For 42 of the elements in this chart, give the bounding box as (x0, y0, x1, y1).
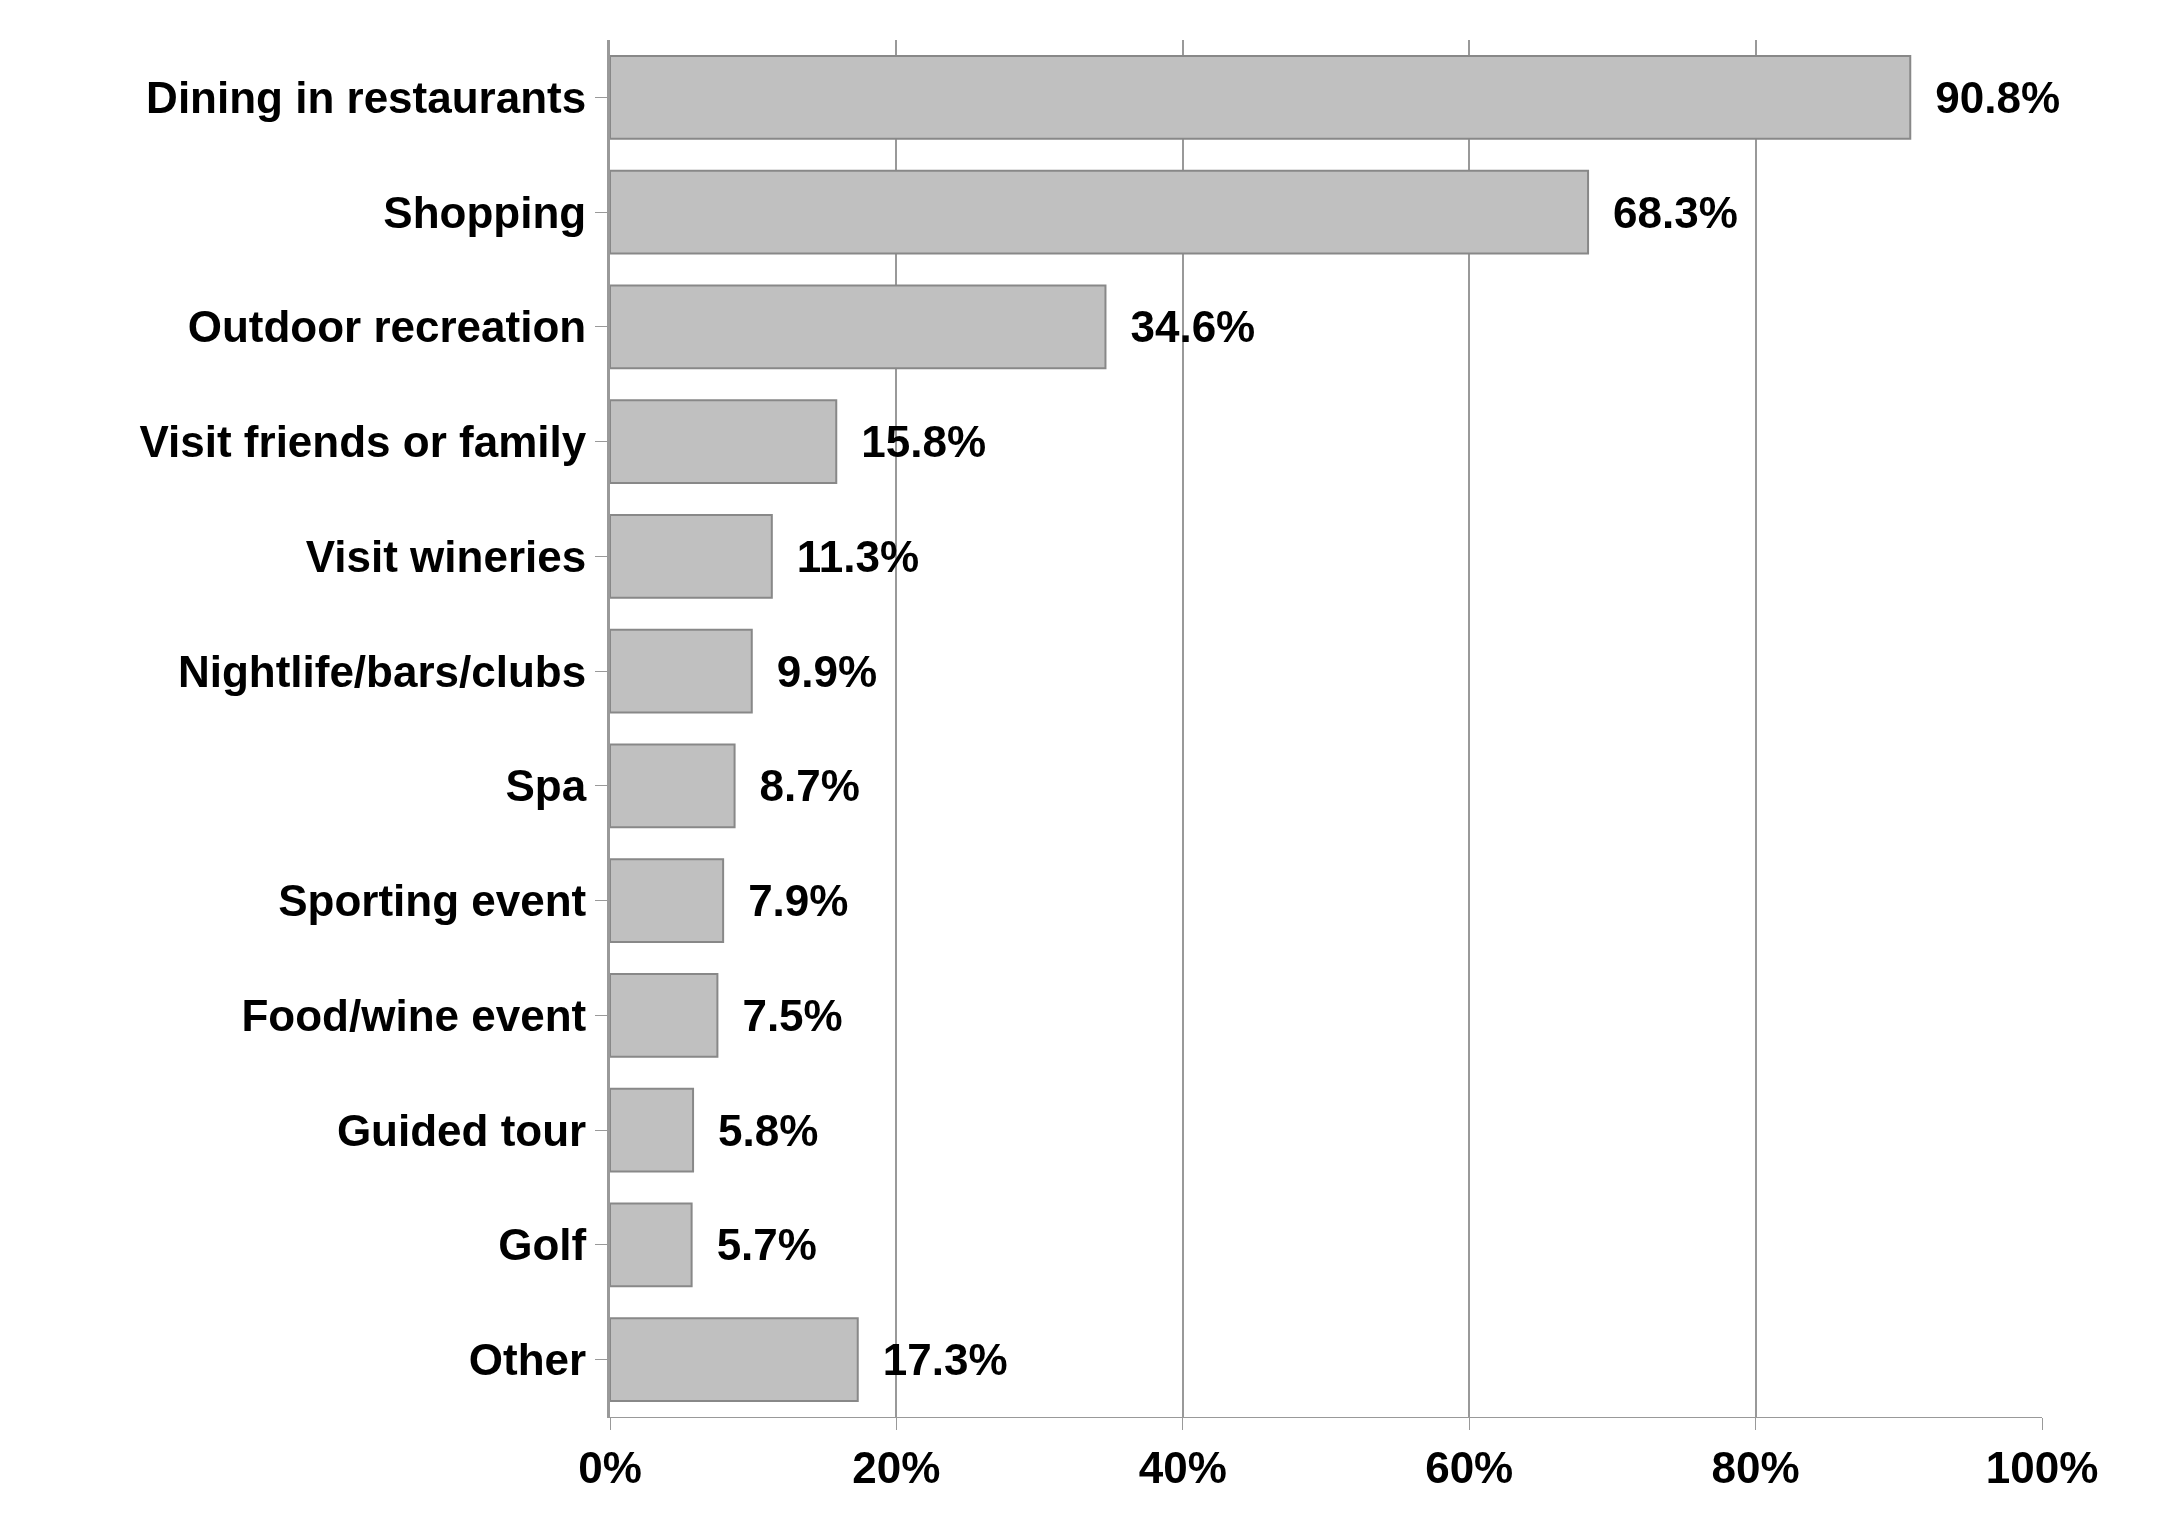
bar (610, 628, 753, 714)
bar (610, 514, 773, 599)
bar (610, 1317, 859, 1402)
bar (610, 55, 1912, 140)
x-tick-label: 60% (1425, 1442, 1514, 1492)
bar (610, 743, 736, 829)
x-tick-label: 40% (1138, 1442, 1227, 1492)
data-label: 7.5% (720, 990, 843, 1040)
data-label: 5.8% (696, 1105, 819, 1155)
bar (610, 399, 838, 484)
data-label: 7.9% (726, 876, 849, 926)
data-label: 9.9% (754, 646, 878, 696)
bar (610, 1087, 695, 1173)
x-tick-label: 20% (852, 1442, 941, 1492)
x-tick-label: 80% (1711, 1442, 1800, 1492)
data-label: 34.6% (1108, 302, 1256, 352)
data-label: 8.7% (737, 761, 860, 811)
bar (610, 1202, 693, 1288)
y-tick-label: Visit friends or family (139, 417, 587, 467)
y-tick-label: Shopping (383, 187, 587, 237)
data-label: 15.8% (839, 417, 987, 467)
bar (610, 284, 1107, 370)
y-tick-label: Golf (498, 1220, 587, 1270)
bar (610, 169, 1590, 255)
y-tick-label: Guided tour (336, 1105, 587, 1155)
y-tick-label: Dining in restaurants (146, 72, 587, 122)
data-label: 68.3% (1591, 187, 1738, 237)
y-tick-label: Outdoor recreation (187, 302, 587, 352)
data-label: 90.8% (1913, 72, 2061, 122)
x-tick-label: 100% (1985, 1442, 2099, 1492)
data-label: 5.7% (694, 1220, 817, 1270)
y-tick-label: Other (468, 1335, 587, 1385)
y-tick-label: Nightlife/bars/clubs (177, 646, 587, 696)
y-tick-label: Sporting event (278, 876, 587, 926)
y-tick-label: Food/wine event (241, 990, 587, 1040)
bar (610, 973, 719, 1058)
data-label: 11.3% (774, 531, 920, 581)
bar (610, 858, 725, 943)
y-tick-label: Spa (505, 761, 587, 811)
y-tick-label: Visit wineries (305, 531, 587, 581)
data-label: 17.3% (860, 1335, 1008, 1385)
x-tick-label: 0% (578, 1442, 642, 1492)
